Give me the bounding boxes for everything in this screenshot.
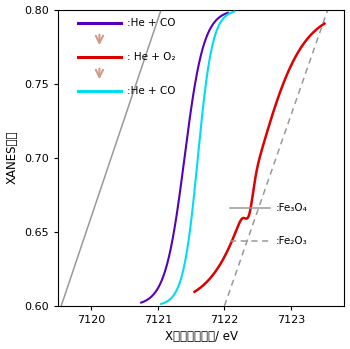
Text: : He + O₂: : He + O₂ [127, 52, 175, 62]
Text: :He + CO: :He + CO [127, 86, 175, 96]
Text: :Fe₂O₃: :Fe₂O₃ [276, 236, 307, 246]
Text: :He + CO: :He + CO [127, 18, 175, 28]
Y-axis label: XANES強度: XANES強度 [6, 131, 19, 185]
X-axis label: X線エネルギー/ eV: X線エネルギー/ eV [164, 331, 238, 343]
Text: :Fe₃O₄: :Fe₃O₄ [276, 203, 308, 213]
